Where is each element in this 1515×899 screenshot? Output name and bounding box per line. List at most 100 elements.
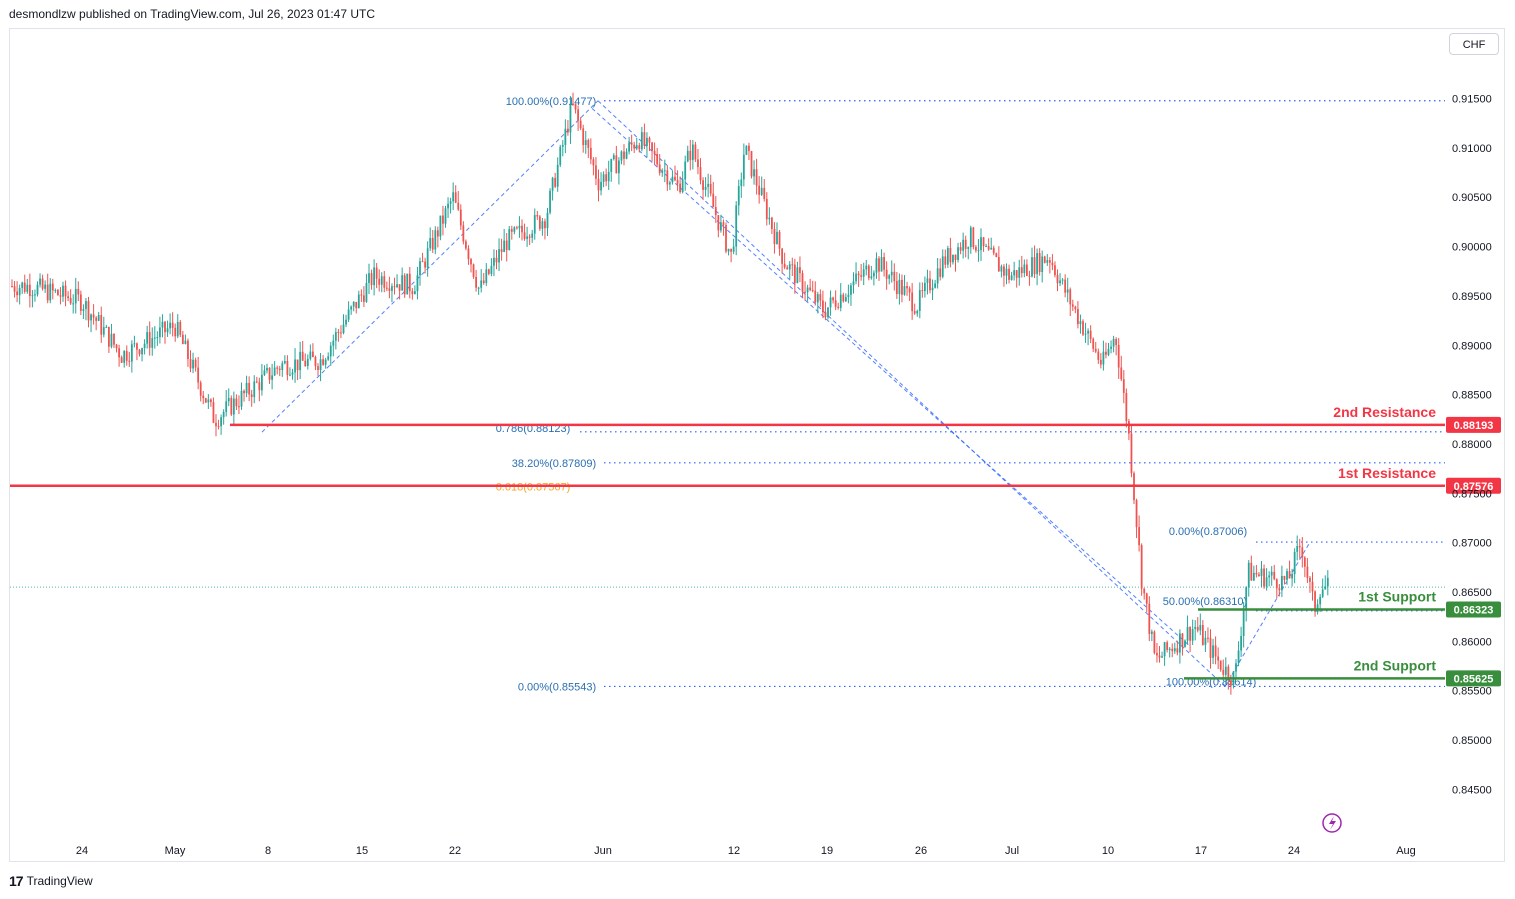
candle-body — [375, 267, 378, 279]
candle-body — [748, 145, 750, 152]
fib-label: 0.618(0.87567) — [496, 482, 571, 494]
candle-body — [707, 183, 710, 187]
candle-body — [788, 264, 791, 270]
price-tick-label: 0.91500 — [1452, 94, 1492, 106]
candle-body — [1181, 633, 1184, 647]
candle-body — [1092, 338, 1095, 349]
candle-body — [625, 151, 628, 159]
candle-body — [760, 187, 763, 195]
candle-body — [620, 151, 623, 161]
candle-body — [727, 248, 730, 252]
time-tick-label: 26 — [915, 845, 927, 857]
candle-body — [564, 128, 567, 145]
candle-body — [1326, 577, 1329, 587]
candle-body — [1066, 289, 1069, 293]
candle-body — [248, 382, 251, 395]
currency-button[interactable]: CHF — [1449, 33, 1499, 55]
candle-body — [737, 186, 740, 206]
candle-body — [623, 151, 625, 159]
candle-body — [791, 264, 794, 266]
candle-body — [1316, 604, 1319, 612]
candle-body — [67, 296, 69, 299]
candle-body — [1179, 633, 1181, 653]
replay-icon[interactable] — [1322, 813, 1342, 833]
level-price-text: 0.88193 — [1454, 420, 1494, 432]
candle-body — [1107, 348, 1110, 355]
candle-body — [1319, 596, 1322, 605]
candle-body — [406, 273, 409, 295]
time-axis: 24 May 8 15 22 Jun 12 19 26 Jul 10 17 24 Aug — [76, 845, 1416, 857]
candle-body — [309, 351, 312, 359]
candle-body — [1273, 571, 1276, 580]
candle-body — [1237, 650, 1240, 664]
candle-body — [544, 221, 546, 229]
candle-body — [414, 291, 416, 295]
candle-body — [475, 276, 477, 288]
candle-body — [860, 275, 863, 277]
candle-body — [299, 351, 302, 371]
candle-body — [1102, 351, 1105, 365]
candle-body — [1176, 648, 1179, 653]
candle-body — [712, 193, 715, 208]
candle-body — [493, 257, 495, 266]
candle-body — [388, 288, 391, 291]
candle-body — [1263, 568, 1265, 587]
candle-body — [253, 381, 256, 397]
candle-body — [210, 399, 212, 403]
candle-body — [878, 258, 880, 272]
candle-body — [1082, 321, 1084, 335]
candle-body — [559, 146, 562, 165]
footer: 17 TradingView — [9, 873, 93, 889]
time-tick-label: Jun — [594, 845, 612, 857]
candle-body — [470, 259, 472, 265]
candle-body — [541, 221, 544, 229]
candle-body — [314, 357, 317, 367]
candle-body — [1214, 645, 1217, 657]
candle-body — [465, 241, 467, 249]
candle-body — [179, 321, 182, 335]
candle-body — [768, 217, 771, 220]
candle-body — [1010, 275, 1013, 280]
candle-body — [480, 280, 483, 288]
candle-body — [1089, 330, 1092, 339]
candle-body — [870, 276, 873, 279]
candle-body — [633, 144, 636, 149]
candle-body — [1309, 577, 1311, 582]
candle-body — [360, 294, 363, 296]
candle-body — [69, 298, 72, 304]
candle-body — [523, 232, 526, 239]
candle-body — [100, 315, 103, 335]
candle-body — [1117, 344, 1120, 368]
candle-body — [454, 192, 457, 203]
candle-body — [704, 186, 707, 190]
candle-body — [1245, 587, 1248, 611]
candle-body — [697, 159, 699, 168]
candle-body — [419, 261, 421, 276]
time-tick-label: 8 — [265, 845, 271, 857]
candle-body — [1321, 589, 1324, 597]
candle-body — [556, 164, 559, 187]
time-tick-label: May — [165, 845, 186, 857]
candle-body — [630, 142, 633, 145]
level-label: 1st Resistance — [1338, 465, 1436, 481]
level-price-badge — [1446, 477, 1501, 494]
price-tick-label: 0.85500 — [1452, 686, 1492, 698]
level-label: 2nd Resistance — [1333, 404, 1436, 420]
candle-body — [1161, 656, 1163, 658]
candle-body — [855, 273, 857, 282]
candle-body — [969, 227, 972, 248]
candle-body — [128, 360, 131, 362]
candle-body — [952, 254, 954, 263]
chart-frame — [9, 28, 1505, 862]
candle-body — [324, 359, 327, 365]
candle-body — [1168, 648, 1171, 650]
candle-body — [317, 366, 319, 370]
candle-body — [533, 215, 536, 234]
candle-body — [844, 297, 847, 302]
candle-body — [783, 263, 786, 268]
candle-body — [444, 208, 447, 224]
time-tick-label: 15 — [356, 845, 368, 857]
candle-body — [141, 348, 143, 355]
candle-body — [1020, 267, 1023, 274]
